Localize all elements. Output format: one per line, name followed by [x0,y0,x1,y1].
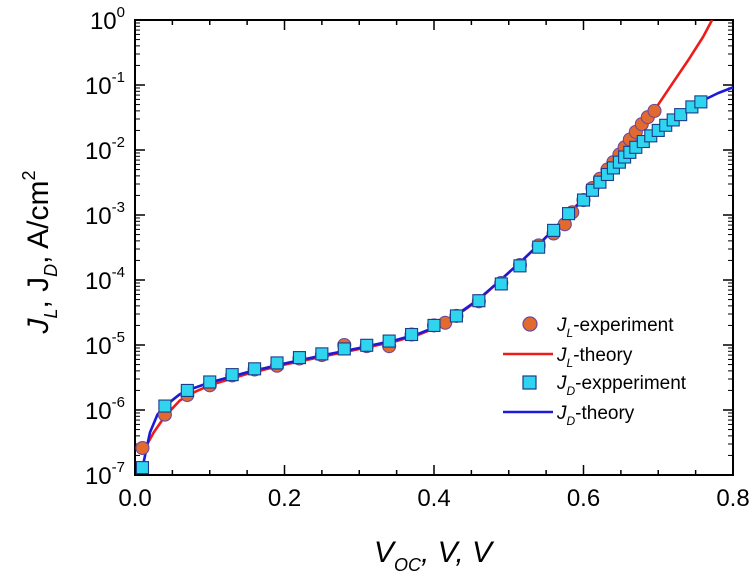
legend-circle-marker [522,316,538,332]
data-point-square [315,347,329,361]
legend-item-jl-experiment: JL-experiment [522,315,674,340]
data-point-square [158,399,172,413]
y-axis-title: JL, JD, A/cm2 [19,170,61,334]
y-tick-label: 10-1 [85,69,125,100]
series-jd-experiment [135,95,708,475]
x-tick-label: 0.8 [716,485,749,512]
data-point-square [248,362,262,376]
data-point-square [203,375,217,389]
data-point-square [360,338,374,352]
y-tick-label: 10-3 [85,199,125,230]
data-point-square [561,207,576,221]
x-tick-label: 0.6 [567,485,600,512]
svg-text:JD-expperiment: JD-expperiment [556,373,687,398]
x-axis-title: VOC, V, V [374,536,495,575]
data-point-square [494,277,508,291]
data-point-square [382,334,396,348]
data-point-square [513,259,527,273]
plot-frame [134,19,734,476]
y-tick-label: 10-6 [85,394,125,425]
svg-text:JD-theory: JD-theory [556,403,635,428]
plot-series [135,20,733,475]
legend-item-jl-theory: JL-theory [503,345,633,370]
legend-item-jd-experiment: JD-expperiment [522,373,687,398]
y-tick-label: 10-7 [85,459,125,490]
data-point-square [180,383,194,397]
data-point-square [674,108,688,122]
y-tick-label: 10-2 [85,134,125,165]
series-jl-experiment [135,103,662,456]
data-point-square [225,368,239,382]
legend: JL-experiment JL-theory JD-expperiment J… [503,315,687,428]
x-tick-label: 0.0 [118,485,151,512]
y-tick-label: 10-5 [85,329,125,360]
data-point-square [135,461,150,475]
data-point-square [337,342,351,356]
data-point-square [292,351,307,365]
svg-text:JL-theory: JL-theory [556,345,633,370]
data-point-circle [135,440,150,456]
data-point-square [449,309,463,323]
data-point-square [576,193,591,207]
data-point-square [270,356,284,370]
data-point-square [472,294,486,308]
tick-labels: 0.0 0.2 0.4 0.6 0.8 10-7 10-6 10-5 10-4 10-3 10-2 1… [85,4,750,512]
svg-text:JL-experiment: JL-experiment [556,315,674,340]
x-tick-label: 0.2 [268,485,301,512]
x-tick-label: 0.4 [417,485,450,512]
data-point-square [532,240,546,254]
theory-lines [141,20,733,468]
axes [134,19,734,476]
data-point-square [694,95,708,109]
data-point-square [405,327,419,342]
data-point-square [547,223,561,237]
data-point-circle [647,103,662,118]
legend-item-jd-theory: JD-theory [503,403,635,428]
data-point-square [427,318,441,332]
legend-square-marker [522,375,537,390]
y-tick-label: 100 [90,4,125,35]
y-tick-label: 10-4 [85,264,125,295]
